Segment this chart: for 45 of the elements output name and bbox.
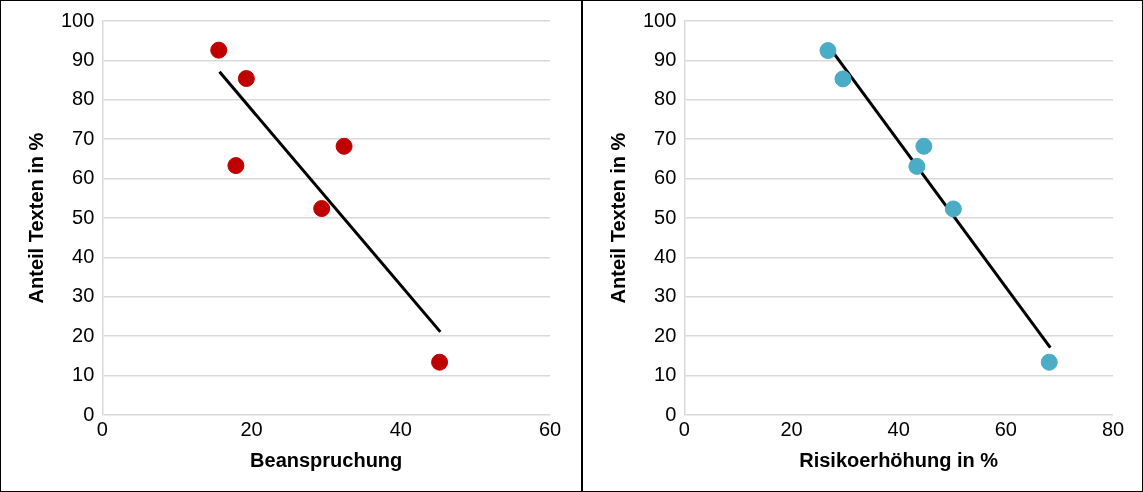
point [227,157,245,175]
y-tick-label: 20 [72,323,95,346]
y-tick-label: 70 [654,126,677,149]
y-tick-label: 50 [72,205,95,228]
point [237,70,255,88]
y-tick-label: 80 [654,87,677,110]
y-tick-label: 90 [72,47,95,70]
point [908,157,926,175]
x-tick-label: 20 [240,417,263,440]
y-tick-label: 90 [654,47,677,70]
point [210,41,228,59]
y-tick-label: 10 [654,363,677,386]
x-tick-label: 80 [1101,417,1125,440]
y-tick-label: 30 [72,284,95,307]
y-tick-label: 0 [665,402,677,425]
point [1040,353,1058,371]
y-tick-label: 10 [72,363,95,386]
x-tick-label: 60 [538,417,562,440]
y-tick-label: 60 [72,166,95,189]
point [431,353,449,371]
y-tick-label: 100 [642,8,677,31]
y-tick-label: 60 [654,166,677,189]
y-tick-label: 40 [654,244,677,267]
y-axis-title: Anteil Texten in % [24,132,47,304]
y-tick-label: 80 [72,87,95,110]
x-axis-title: Risikoerhöhung in % [799,448,999,471]
point [335,137,353,155]
y-tick-label: 100 [60,8,95,31]
x-tick-label: 40 [887,417,910,440]
y-tick-label: 20 [654,323,677,346]
point [819,42,837,60]
y-axis-title: Anteil Texten in % [606,132,629,304]
point [944,200,962,218]
point [313,200,331,218]
point [834,70,852,88]
y-tick-label: 50 [654,205,677,228]
x-axis-title: Beanspruchung [250,448,403,471]
y-tick-label: 0 [83,402,95,425]
point [915,137,933,155]
y-tick-label: 30 [654,284,677,307]
x-tick-label: 40 [389,417,412,440]
x-tick-label: 60 [994,417,1017,440]
x-tick-label: 20 [780,417,803,440]
y-tick-label: 70 [72,126,95,149]
y-tick-label: 40 [72,244,95,267]
